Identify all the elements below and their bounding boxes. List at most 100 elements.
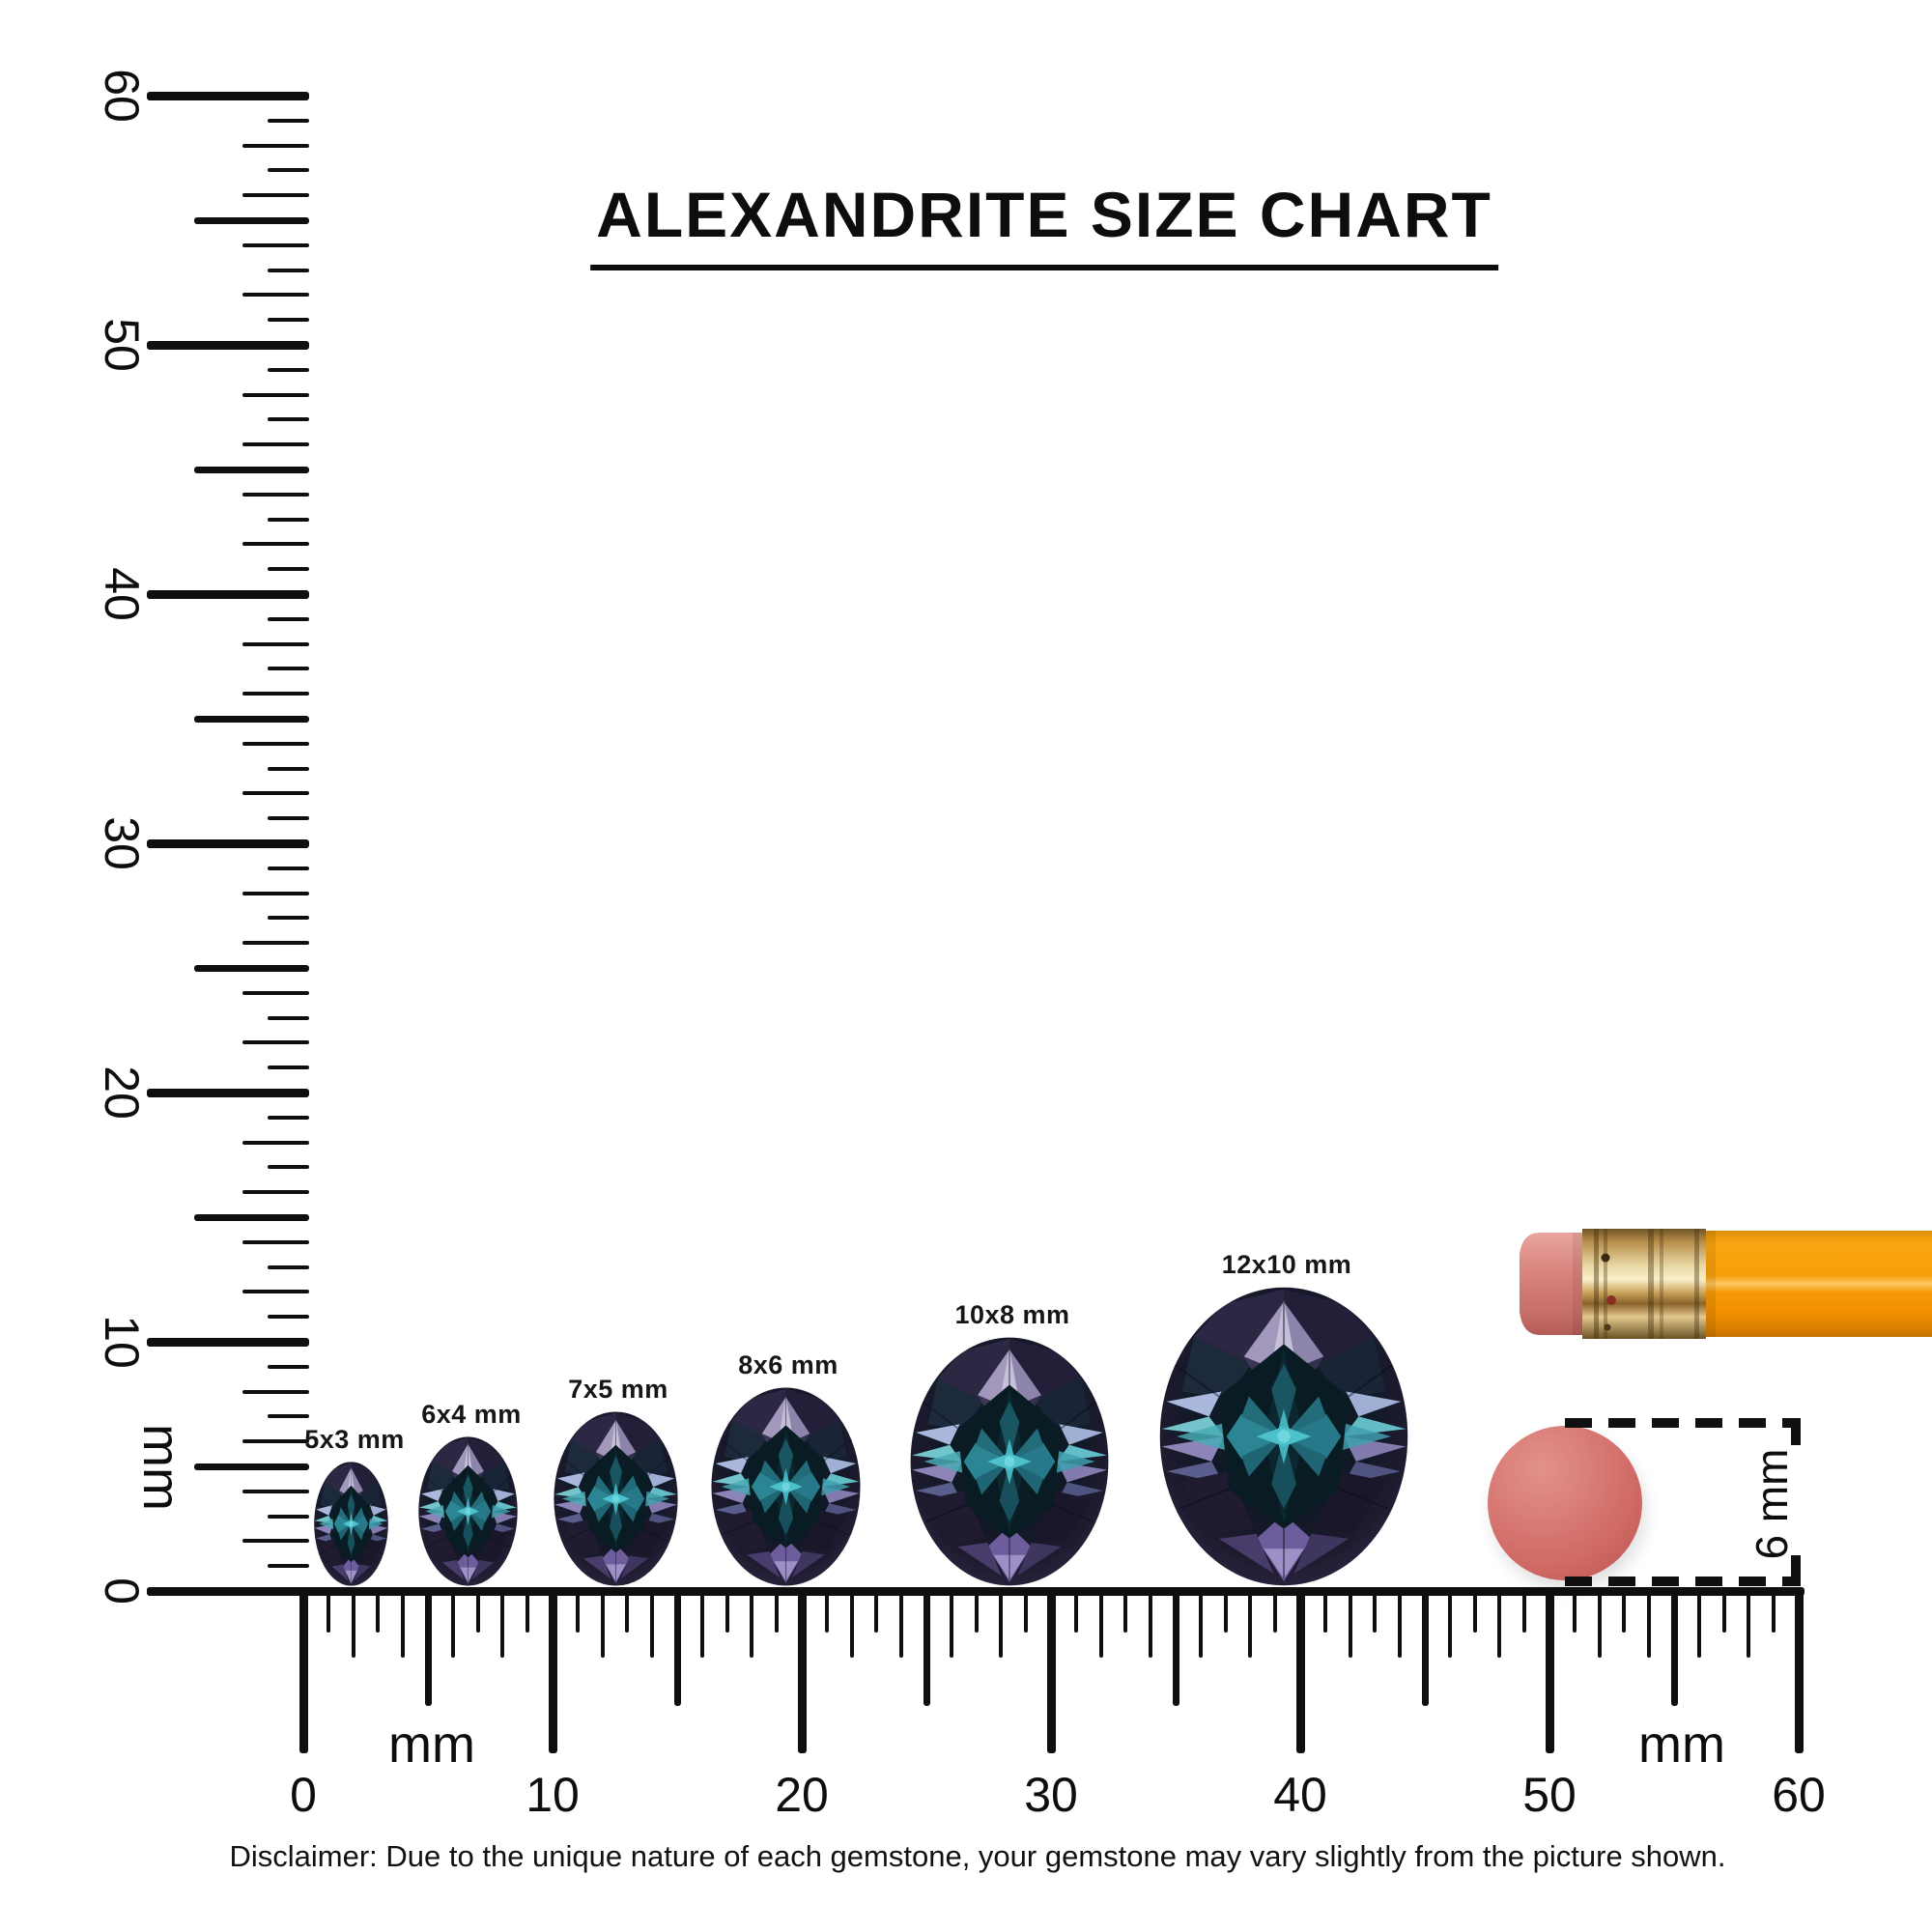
alexandrite-gem — [1159, 1287, 1408, 1586]
hruler-tick — [625, 1587, 630, 1633]
vruler-tick — [242, 1539, 309, 1544]
vruler-tick — [268, 1564, 309, 1569]
hruler-unit-label-right: mm — [1638, 1716, 1725, 1774]
pencil-eraser — [1520, 1233, 1582, 1335]
hruler-tick — [450, 1587, 455, 1658]
hruler-tick — [1348, 1587, 1352, 1658]
vruler-tick — [194, 1463, 309, 1470]
hruler-tick — [1172, 1587, 1179, 1706]
vruler-tick — [242, 242, 309, 247]
vruler-tick — [268, 866, 309, 870]
hruler-tick — [326, 1587, 330, 1633]
hruler-tick — [1545, 1587, 1554, 1753]
hruler-tick — [724, 1587, 729, 1633]
hruler-tick — [775, 1587, 780, 1633]
hruler-tick — [824, 1587, 829, 1633]
dashed-line-top — [1565, 1418, 1801, 1428]
vruler-tick — [268, 916, 309, 921]
vruler-tick — [242, 641, 309, 646]
hruler-tick — [1273, 1587, 1278, 1633]
vruler-unit-label: mm — [132, 1424, 190, 1511]
hruler-tick — [1572, 1587, 1577, 1633]
vruler-tick — [268, 1115, 309, 1120]
hruler-tick — [1024, 1587, 1029, 1633]
hruler-tick — [949, 1587, 953, 1658]
vruler-tick — [194, 216, 309, 224]
hruler-tick — [673, 1587, 681, 1706]
vruler-number: 20 — [95, 1065, 149, 1120]
vruler-tick — [242, 990, 309, 995]
vruler-tick — [242, 1190, 309, 1195]
vruler-tick — [268, 517, 309, 522]
hruler-tick — [1794, 1587, 1804, 1753]
gem-size-label: 6x4 mm — [421, 1400, 522, 1429]
pencil-graphic — [1520, 1229, 1932, 1339]
hruler-tick — [899, 1587, 904, 1658]
gem-size-label: 5x3 mm — [304, 1425, 405, 1454]
vruler-tick — [268, 1165, 309, 1170]
vruler-number: 40 — [95, 567, 149, 621]
alexandrite-gem — [418, 1436, 518, 1586]
disclaimer-text: Disclaimer: Due to the unique nature of … — [229, 1839, 1726, 1873]
vruler-tick — [147, 838, 309, 848]
vruler-tick — [268, 417, 309, 422]
hruler-tick — [1747, 1587, 1751, 1658]
alexandrite-gem — [910, 1337, 1109, 1586]
vruler-tick — [242, 1040, 309, 1045]
vruler-tick — [242, 692, 309, 696]
vruler-tick — [242, 1489, 309, 1493]
hruler-tick — [699, 1587, 704, 1658]
hruler-tick — [351, 1587, 355, 1658]
hruler-tick — [298, 1587, 308, 1753]
hruler-number: 20 — [775, 1768, 829, 1822]
vruler-tick — [268, 816, 309, 821]
hruler-tick — [475, 1587, 480, 1633]
vruler-tick — [268, 1015, 309, 1020]
vruler-tick — [242, 492, 309, 497]
hruler-number: 60 — [1772, 1768, 1826, 1822]
hruler-tick — [1721, 1587, 1726, 1633]
vruler-tick — [268, 1414, 309, 1419]
hruler-tick — [1497, 1587, 1502, 1658]
vruler-tick — [268, 118, 309, 123]
hruler-number: 30 — [1024, 1768, 1078, 1822]
vruler-tick — [268, 766, 309, 771]
vruler-tick — [242, 1140, 309, 1145]
hruler-tick — [1073, 1587, 1078, 1633]
hruler-tick — [1248, 1587, 1253, 1658]
vruler-tick — [268, 367, 309, 372]
hruler-tick — [1647, 1587, 1652, 1658]
vruler-tick — [242, 392, 309, 397]
hruler-tick — [424, 1587, 432, 1706]
vruler-tick — [194, 964, 309, 972]
hruler-number: 10 — [526, 1768, 580, 1822]
gem-size-label: 7x5 mm — [568, 1375, 668, 1404]
coral-disc — [1488, 1426, 1642, 1580]
vruler-tick — [147, 1337, 309, 1347]
vruler-number: 50 — [95, 318, 149, 372]
vruler-number: 0 — [95, 1577, 149, 1605]
hruler-number: 40 — [1273, 1768, 1327, 1822]
hruler-tick — [1098, 1587, 1103, 1658]
hruler-tick — [1597, 1587, 1602, 1658]
hruler-tick — [401, 1587, 406, 1658]
hruler-tick — [1622, 1587, 1627, 1633]
gem-size-label: 10x8 mm — [954, 1300, 1070, 1329]
hruler-tick — [600, 1587, 605, 1658]
vruler-tick — [194, 1213, 309, 1221]
hruler-tick — [1295, 1587, 1305, 1753]
alexandrite-gem — [711, 1387, 861, 1586]
hruler-tick — [575, 1587, 580, 1633]
hruler-tick — [1696, 1587, 1701, 1658]
hruler-tick — [1472, 1587, 1477, 1633]
vruler-tick — [242, 891, 309, 895]
hruler-tick — [1447, 1587, 1452, 1658]
vruler-tick — [242, 1239, 309, 1244]
hruler-unit-label-left: mm — [388, 1716, 475, 1774]
vruler-number: 60 — [95, 69, 149, 123]
hruler-tick — [874, 1587, 879, 1633]
hruler-tick — [1421, 1587, 1429, 1706]
vruler-tick — [242, 542, 309, 547]
hruler-tick — [1046, 1587, 1056, 1753]
